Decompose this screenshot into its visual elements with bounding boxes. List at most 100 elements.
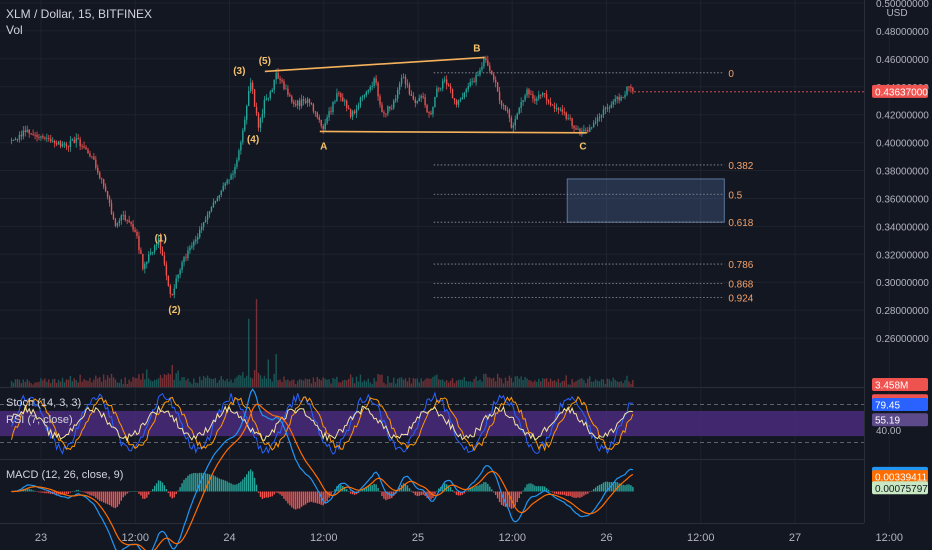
volume-bar [344, 379, 346, 387]
volume-bar [504, 377, 507, 387]
macd-histogram-bar [494, 491, 497, 496]
volume-bar [575, 381, 577, 387]
candle-body [165, 264, 168, 276]
candle-body [77, 138, 79, 140]
candle-body [293, 101, 295, 104]
wave-label: (4) [247, 135, 259, 146]
macd-histogram-bar [151, 489, 154, 492]
volume-bar [416, 378, 418, 387]
volume-bar [175, 373, 177, 387]
candle-body [449, 86, 452, 90]
candle-body [406, 83, 409, 86]
macd-histogram-bar [428, 491, 430, 499]
candle-body [253, 89, 256, 107]
volume-bar [118, 382, 121, 387]
macd-histogram-bar [528, 483, 530, 492]
candle-body [328, 111, 330, 118]
volume-bar [22, 379, 25, 387]
macd-histogram-bar [375, 484, 377, 492]
volume-bar [257, 372, 260, 387]
volume-bar [449, 380, 452, 387]
macd-badge-bg [872, 481, 928, 495]
candle-body [591, 127, 593, 129]
candle-body [410, 94, 413, 96]
macd-histogram-bar [310, 491, 313, 502]
volume-bar [255, 299, 258, 387]
time-tick-label: 12:00 [687, 532, 715, 544]
candle-body [404, 77, 407, 84]
candle-body [367, 90, 369, 92]
macd-badge-bg [872, 470, 928, 484]
macd-histogram-bar [575, 491, 577, 498]
volume-bar [173, 379, 175, 387]
volume-bar [389, 382, 391, 387]
volume-bar [312, 377, 315, 387]
volume-bar [391, 382, 393, 387]
price-tick-label: 0.28000000 [876, 306, 929, 317]
volume-bar [614, 379, 616, 387]
candle-body [20, 134, 23, 137]
candle-body [269, 91, 271, 99]
candle-body [569, 117, 571, 119]
macd-histogram-bar [326, 491, 328, 502]
macd-histogram-bar [69, 491, 72, 493]
time-tick-label: 27 [789, 532, 801, 544]
stoch-d-line [11, 395, 634, 452]
macd-histogram-bar [132, 491, 134, 492]
candle-body [146, 261, 148, 264]
macd-histogram-bar [189, 474, 191, 492]
macd-histogram-bar [520, 491, 522, 494]
volume-bar [540, 381, 542, 387]
macd-histogram-bar [138, 491, 140, 494]
candle-body [347, 107, 350, 110]
candle-body [44, 137, 46, 139]
candle-body [204, 219, 207, 223]
volume-bar [128, 379, 130, 387]
volume-bar [163, 374, 166, 387]
candle-body [308, 99, 311, 103]
candle-body [498, 91, 501, 101]
volume-bar [375, 381, 377, 387]
candle-body [514, 119, 516, 126]
volume-bar [95, 375, 97, 387]
macd-histogram-bar [622, 484, 624, 492]
candle-body [549, 102, 552, 105]
volume-bar [444, 381, 446, 387]
candle-body [283, 81, 285, 89]
macd-histogram-bar [377, 487, 379, 492]
candle-body [604, 107, 607, 110]
candle-body [26, 129, 28, 132]
volume-legend: Vol [6, 23, 23, 37]
volume-bar [606, 378, 609, 387]
volume-bar [542, 378, 544, 387]
time-axis[interactable]: 23 12:00 24 12:00 25 12:00 26 12:00 27 12:00 [35, 532, 903, 544]
volume-bar [132, 376, 134, 387]
macd-histogram-bar [467, 490, 469, 492]
volume-bar [324, 378, 326, 387]
macd-histogram-bar [244, 477, 246, 492]
volume-bar [287, 379, 289, 387]
time-tick-label: 24 [223, 532, 235, 544]
volume-bar [524, 376, 526, 387]
volume-bar [114, 379, 117, 387]
volume-bar [516, 375, 518, 387]
volume-bar [191, 383, 193, 387]
volume-bar [483, 373, 485, 387]
macd-histogram-bar [349, 491, 352, 494]
volume-bar [108, 377, 111, 387]
macd-histogram-bar [220, 479, 222, 492]
macd-histogram-bar [112, 491, 115, 508]
macd-histogram-bar [422, 491, 424, 495]
candle-body [502, 105, 505, 107]
volume-bar [157, 378, 160, 387]
volume-bar [236, 376, 238, 387]
macd-histogram-bar [144, 491, 146, 499]
macd-histogram-bar [461, 491, 464, 495]
candle-body [193, 241, 195, 246]
volume-bar [57, 379, 60, 387]
stoch-legend: Stoch (14, 3, 3) [6, 397, 81, 409]
volume-bar [308, 378, 311, 387]
candle-body [222, 185, 224, 191]
candle-body [312, 104, 315, 112]
